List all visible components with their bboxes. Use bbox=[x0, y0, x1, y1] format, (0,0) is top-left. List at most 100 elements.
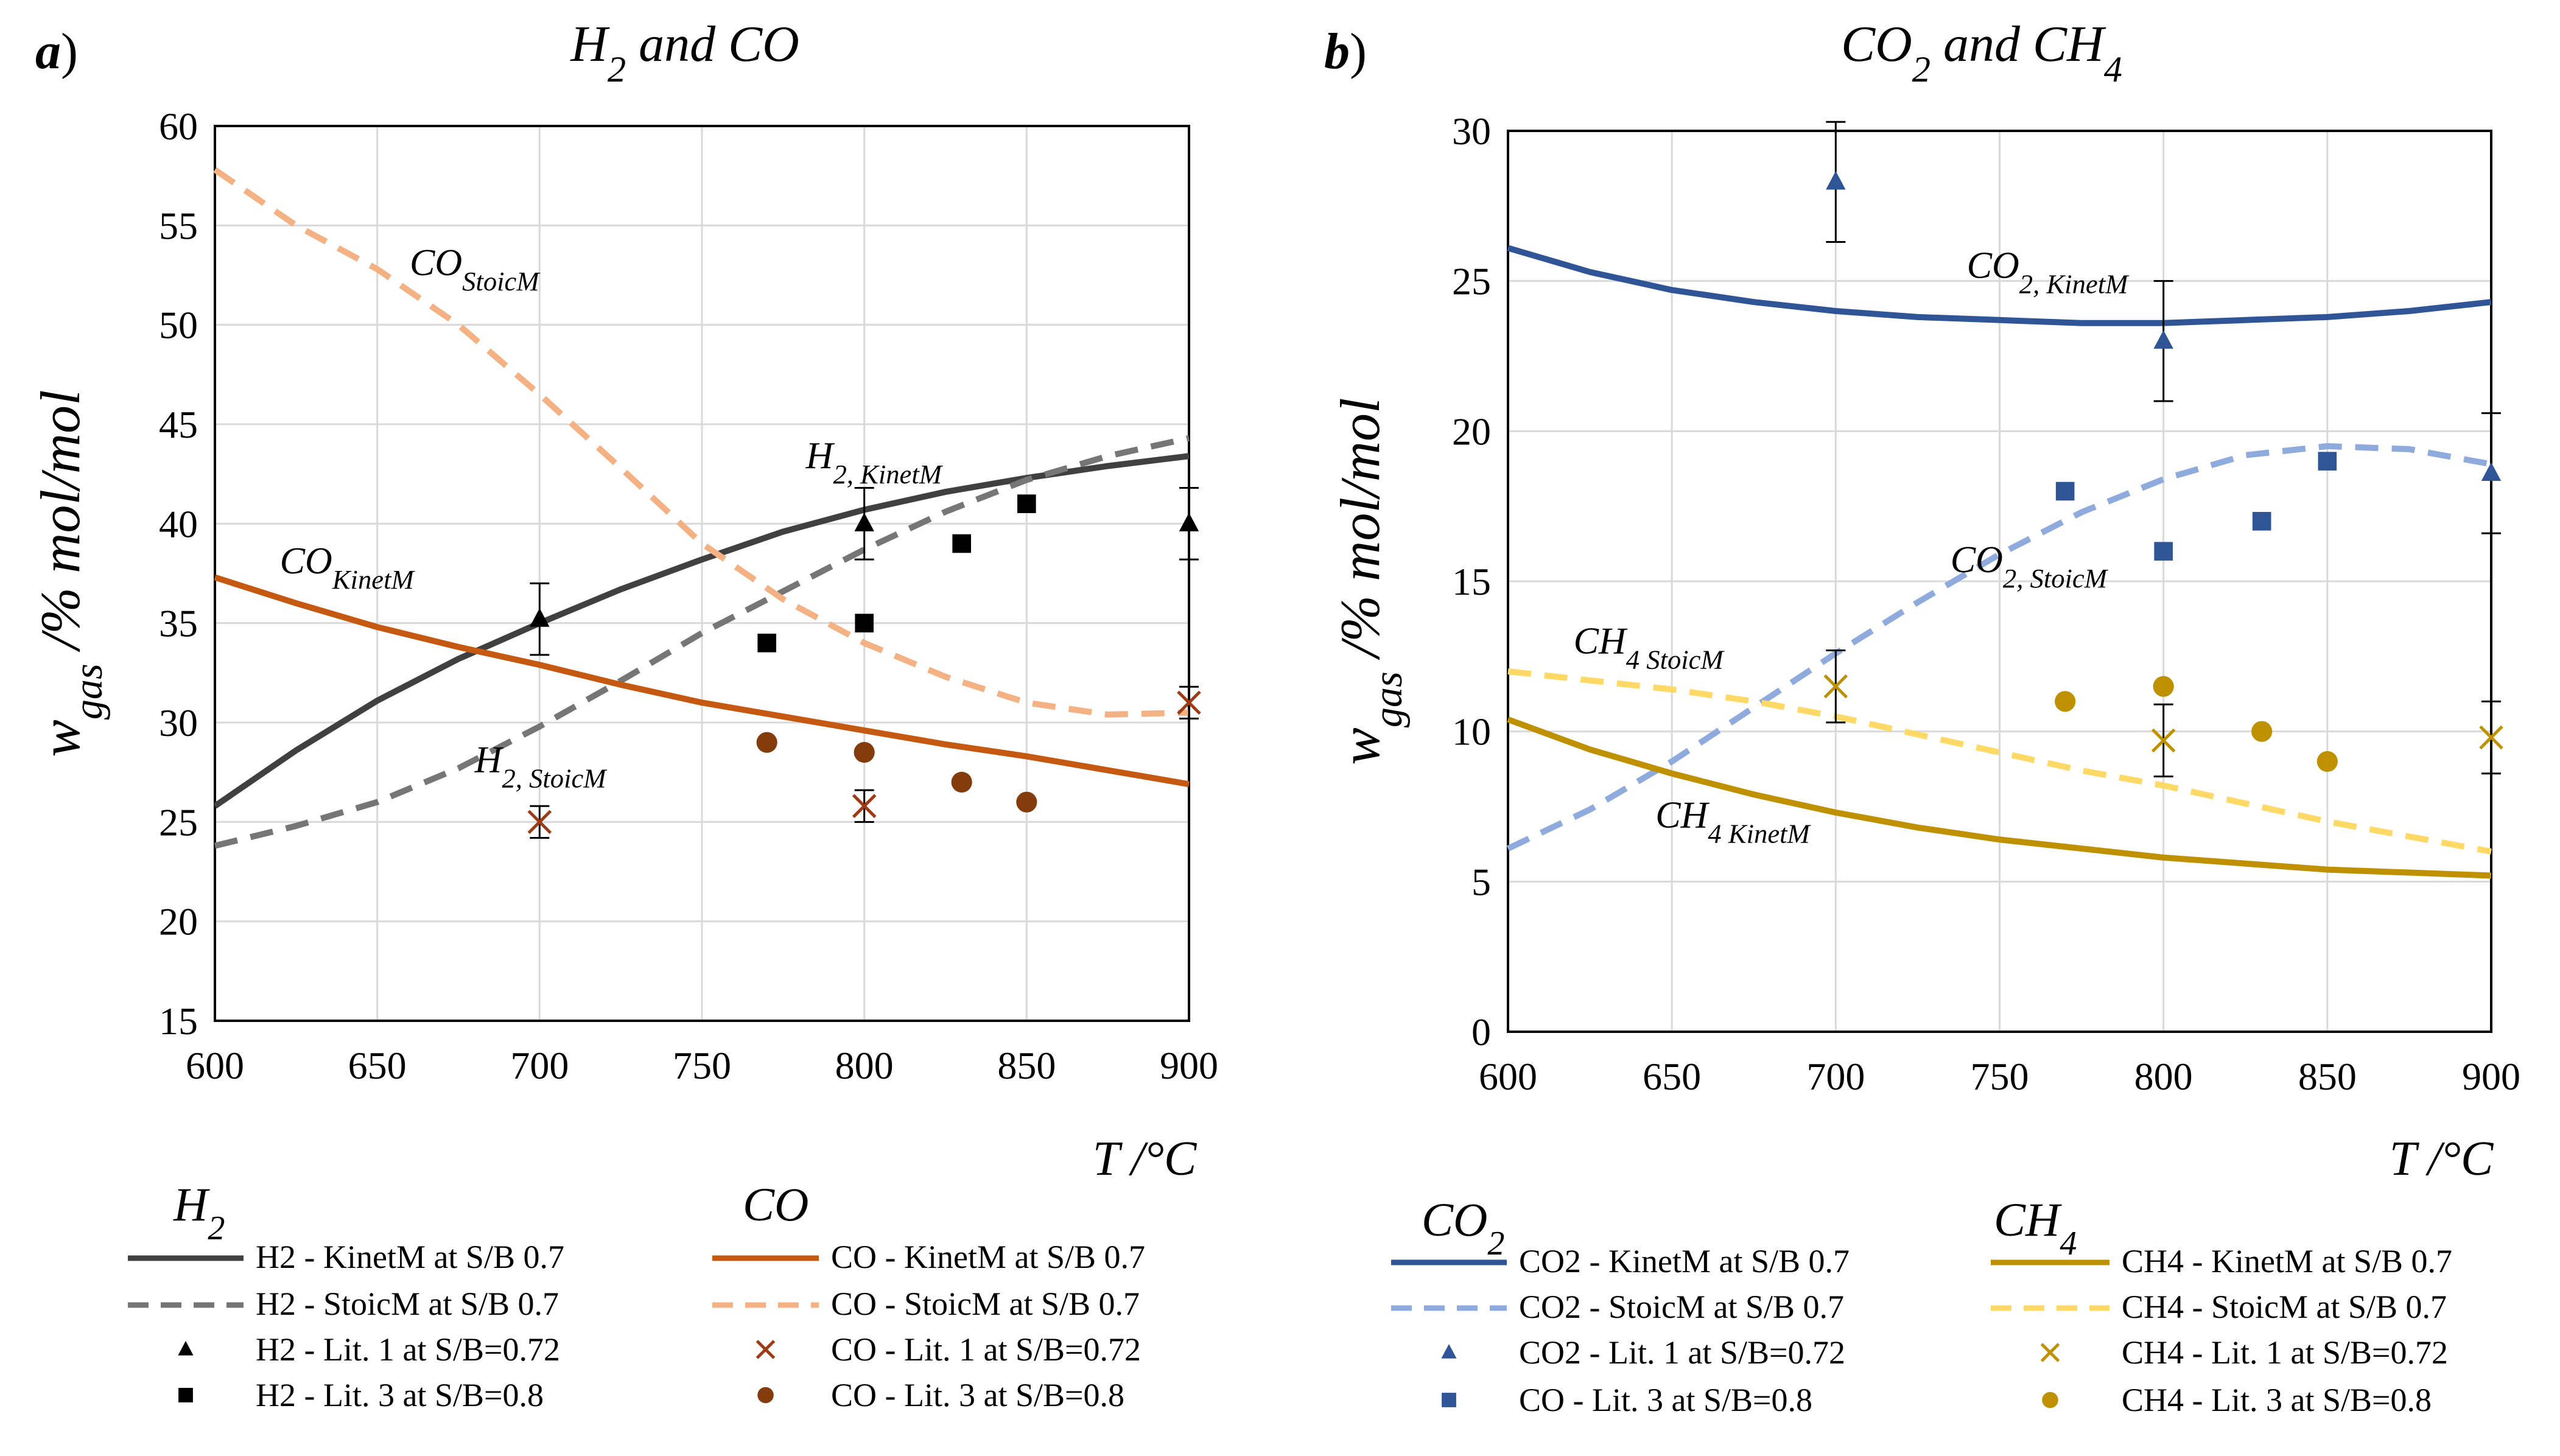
legend-label: CO - Lit. 1 at S/B=0.72 bbox=[831, 1331, 1141, 1368]
curve-annotation-part: CO bbox=[1967, 245, 2019, 287]
data-point-stroke bbox=[1823, 674, 1848, 699]
legend-label-part: H2 - KinetM at S/B 0.7 bbox=[256, 1239, 564, 1275]
y-tick-label-part: 45 bbox=[159, 403, 198, 446]
legend-heading-part: CO bbox=[743, 1178, 808, 1231]
chart-title-part: 2 bbox=[608, 49, 626, 90]
plot-frame bbox=[1507, 130, 2492, 1033]
y-tick-label-part: 60 bbox=[159, 105, 198, 148]
legend-heading: H2 bbox=[173, 1178, 225, 1247]
data-point-stroke bbox=[2151, 728, 2176, 753]
series-6 bbox=[527, 685, 1201, 839]
legend-label: H2 - Lit. 1 at S/B=0.72 bbox=[256, 1331, 560, 1368]
curve-annotation: COKinetM bbox=[280, 541, 416, 595]
data-point bbox=[854, 741, 875, 763]
legend-label: CH4 - StoicM at S/B 0.7 bbox=[2122, 1289, 2447, 1325]
chart-title-part: H bbox=[570, 16, 610, 72]
legend-label-part: CO2 - StoicM at S/B 0.7 bbox=[1519, 1289, 1844, 1325]
y-tick-label: 60 bbox=[159, 105, 198, 148]
series-3 bbox=[2055, 452, 2337, 561]
series-1 bbox=[1506, 443, 2492, 852]
series-line bbox=[1507, 668, 2492, 855]
x-tick-label-part: 600 bbox=[186, 1044, 244, 1087]
legend-label: H2 - Lit. 3 at S/B=0.8 bbox=[256, 1377, 544, 1413]
chart-title-part: 2 bbox=[1912, 49, 1931, 90]
series-line bbox=[214, 435, 1190, 849]
x-tick-label-part: 900 bbox=[1160, 1044, 1218, 1087]
legend: CO2 CO2 - KinetM at S/B 0.7 CO2 - StoicM a… bbox=[1391, 1193, 2452, 1418]
legend-swatch bbox=[178, 1388, 193, 1402]
data-point bbox=[952, 534, 971, 553]
curve-annotation-part: CO bbox=[410, 242, 462, 284]
data-point bbox=[2251, 721, 2273, 742]
legend-label-part: H2 - Lit. 3 at S/B=0.8 bbox=[256, 1377, 544, 1413]
legend-swatch bbox=[2042, 1391, 2058, 1409]
y-tick-label: 25 bbox=[1452, 260, 1491, 303]
y-axis-label-part: /% mol/mol bbox=[29, 390, 91, 663]
legend-heading-part: CO bbox=[1422, 1193, 1487, 1246]
y-tick-label-part: 5 bbox=[1471, 860, 1491, 903]
x-tick-label: 800 bbox=[835, 1044, 894, 1087]
legend-label: CO2 - Lit. 1 at S/B=0.72 bbox=[1519, 1334, 1845, 1371]
legend-label-part: H2 - Lit. 1 at S/B=0.72 bbox=[256, 1331, 560, 1368]
y-tick-label: 35 bbox=[159, 602, 198, 645]
series-4 bbox=[214, 574, 1190, 788]
x-tick-label: 750 bbox=[1971, 1055, 2029, 1098]
x-tick-label-part: 800 bbox=[2134, 1055, 2193, 1098]
x-tick-label-part: 600 bbox=[1479, 1055, 1537, 1098]
data-point bbox=[2154, 542, 2173, 561]
data-point-stroke bbox=[1177, 690, 1201, 715]
data-point bbox=[951, 771, 972, 793]
legend-label: CH4 - KinetM at S/B 0.7 bbox=[2122, 1243, 2452, 1279]
y-tick-label-part: 35 bbox=[159, 602, 198, 645]
curve-annotation-part: 4 KinetM bbox=[1708, 819, 1811, 849]
series-line bbox=[214, 574, 1190, 788]
y-axis-label: wgas /% mol/mol bbox=[1329, 397, 1411, 765]
legend: H2 H2 - KinetM at S/B 0.7 H2 - StoicM at S… bbox=[128, 1178, 1145, 1413]
y-tick-label-part: 25 bbox=[1452, 260, 1491, 303]
y-tick-label: 30 bbox=[159, 701, 198, 744]
y-tick-label: 20 bbox=[159, 900, 198, 943]
legend-label-part: CH4 - Lit. 1 at S/B=0.72 bbox=[2122, 1334, 2448, 1371]
legend-label-part: CH4 - KinetM at S/B 0.7 bbox=[2122, 1243, 2452, 1279]
x-tick-label: 800 bbox=[2134, 1055, 2193, 1098]
data-point bbox=[530, 608, 550, 627]
y-tick-label: 40 bbox=[159, 502, 198, 545]
y-axis-label: wgas /% mol/mol bbox=[29, 390, 111, 757]
data-point bbox=[854, 513, 874, 531]
legend-swatch bbox=[2040, 1343, 2060, 1362]
data-point-stroke bbox=[527, 810, 552, 835]
data-point bbox=[2055, 691, 2076, 712]
y-tick-label-part: 10 bbox=[1452, 710, 1491, 754]
data-point bbox=[527, 810, 552, 835]
x-tick-label: 700 bbox=[1806, 1055, 1865, 1098]
series-7 bbox=[2055, 676, 2338, 772]
data-point bbox=[2153, 330, 2173, 349]
x-tick-label: 750 bbox=[673, 1044, 731, 1087]
legend-label: CO - KinetM at S/B 0.7 bbox=[831, 1239, 1145, 1275]
y-tick-label: 10 bbox=[1452, 710, 1491, 754]
y-axis-label-part: gas bbox=[66, 663, 111, 719]
legend-label-part: CO - StoicM at S/B 0.7 bbox=[831, 1286, 1140, 1322]
plot-frame bbox=[214, 125, 1190, 1022]
y-tick-label: 55 bbox=[159, 204, 198, 247]
curve-annotation-part: CO bbox=[1951, 539, 2003, 581]
series-7 bbox=[756, 732, 1037, 813]
data-point bbox=[2316, 751, 2338, 772]
data-point bbox=[1017, 494, 1036, 513]
curve-annotation-part: CO bbox=[280, 541, 332, 582]
data-point-stroke bbox=[2479, 725, 2503, 750]
data-point-stroke bbox=[852, 794, 877, 818]
legend-label: CO2 - KinetM at S/B 0.7 bbox=[1519, 1243, 1850, 1279]
x-axis-label: T /°C bbox=[1093, 1132, 1198, 1186]
x-tick-label-part: 750 bbox=[673, 1044, 731, 1087]
legend-label-part: H2 - StoicM at S/B 0.7 bbox=[256, 1286, 559, 1322]
y-tick-label: 0 bbox=[1471, 1010, 1491, 1054]
series-4 bbox=[1507, 716, 2492, 879]
x-tick-label: 700 bbox=[510, 1044, 569, 1087]
y-axis-label-part: w bbox=[1329, 727, 1391, 765]
x-axis-label-part: T /°C bbox=[1093, 1132, 1198, 1186]
series-0 bbox=[1507, 245, 2492, 326]
data-point bbox=[1179, 513, 1199, 531]
